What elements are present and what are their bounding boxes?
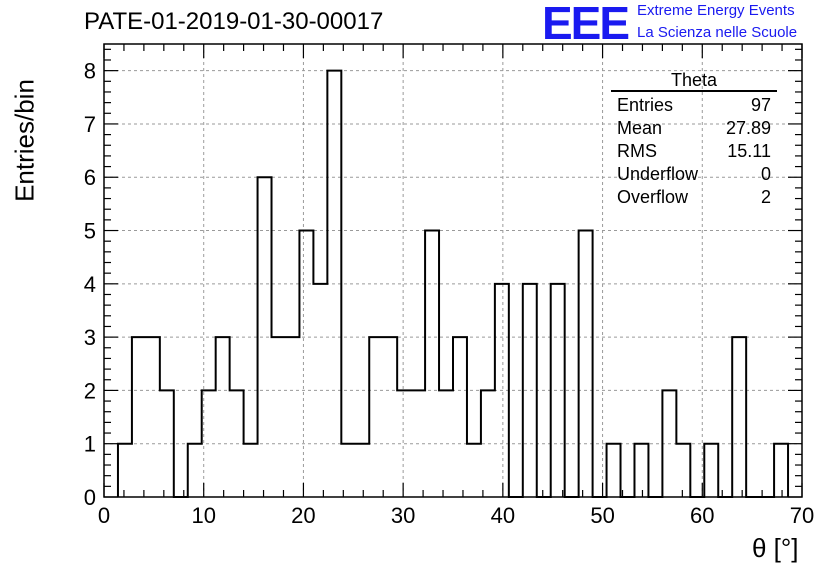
stats-row-overflow: Overflow 2 [611,186,777,209]
histogram-bin [774,444,788,497]
stats-value: 2 [760,187,771,207]
stats-label: Underflow [617,164,699,184]
stats-label: Entries [617,95,674,115]
x-axis-label: θ [°] [752,533,799,563]
stats-label: RMS [617,141,657,161]
logo-line-1: Extreme Energy Events [637,2,795,19]
y-tick-label: 6 [84,165,96,190]
histogram-bin [607,444,621,497]
y-tick-label: 7 [84,112,96,137]
histogram-bin [467,444,481,497]
histogram-bin [188,444,202,497]
y-tick-label: 5 [84,219,96,244]
histogram-bin [341,444,355,497]
y-tick-label: 2 [84,378,96,403]
y-axis-label: Entries/bin [9,79,40,202]
x-tick-label: 10 [191,503,215,528]
stats-row-underflow: Underflow 0 [611,163,777,186]
histogram-bin [383,337,397,497]
plot-frame [103,43,803,498]
y-tick-label: 3 [84,325,96,350]
histogram-bin [132,337,146,497]
x-tick-label: 50 [590,503,614,528]
stats-row-mean: Mean 27.89 [611,117,777,140]
histogram-bin [425,231,439,497]
x-tick-label: 0 [98,503,110,528]
eee-logo: EEE [542,0,630,49]
histogram-bin [634,444,648,497]
chart-title: PATE-01-2019-01-30-00017 [84,8,384,35]
histogram-bin [272,337,286,497]
histogram-bin [704,444,718,497]
stats-label: Mean [617,118,663,138]
histogram-bin [258,177,272,497]
stats-title: Theta [611,70,777,92]
histogram-bin [676,444,690,497]
stats-value: 27.89 [725,118,771,138]
stats-row-rms: RMS 15.11 [611,140,777,163]
histogram-bin [118,444,132,497]
x-tick-label: 20 [291,503,315,528]
logo-line-2: La Scienza nelle Scuole [637,24,798,41]
stats-value: 0 [760,164,771,184]
x-tick-label: 70 [790,503,814,528]
histogram-bin [244,444,258,497]
histogram-outline [116,69,790,498]
stats-value: 15.11 [727,141,771,161]
histogram-bin [285,337,299,497]
stats-value: 97 [750,95,771,115]
y-tick-label: 4 [84,272,96,297]
histogram-bin [369,337,383,497]
histogram-bin [732,337,746,497]
x-tick-label: 60 [690,503,714,528]
histogram-bin [453,337,467,497]
stats-label: Overflow [617,187,689,207]
histogram-bin [579,231,593,497]
histogram-bin [355,444,369,497]
stats-row-entries: Entries 97 [611,94,777,117]
histogram-bin [146,337,160,497]
y-tick-label: 8 [84,59,96,84]
y-tick-label: 1 [84,432,96,457]
histogram-bin [216,337,230,497]
histogram-bin [299,231,313,497]
y-tick-label: 0 [84,485,96,510]
x-tick-label: 30 [391,503,415,528]
x-tick-label: 40 [491,503,515,528]
stats-box: Theta Entries 97 Mean 27.89 RMS 15.11 Under… [611,70,777,209]
